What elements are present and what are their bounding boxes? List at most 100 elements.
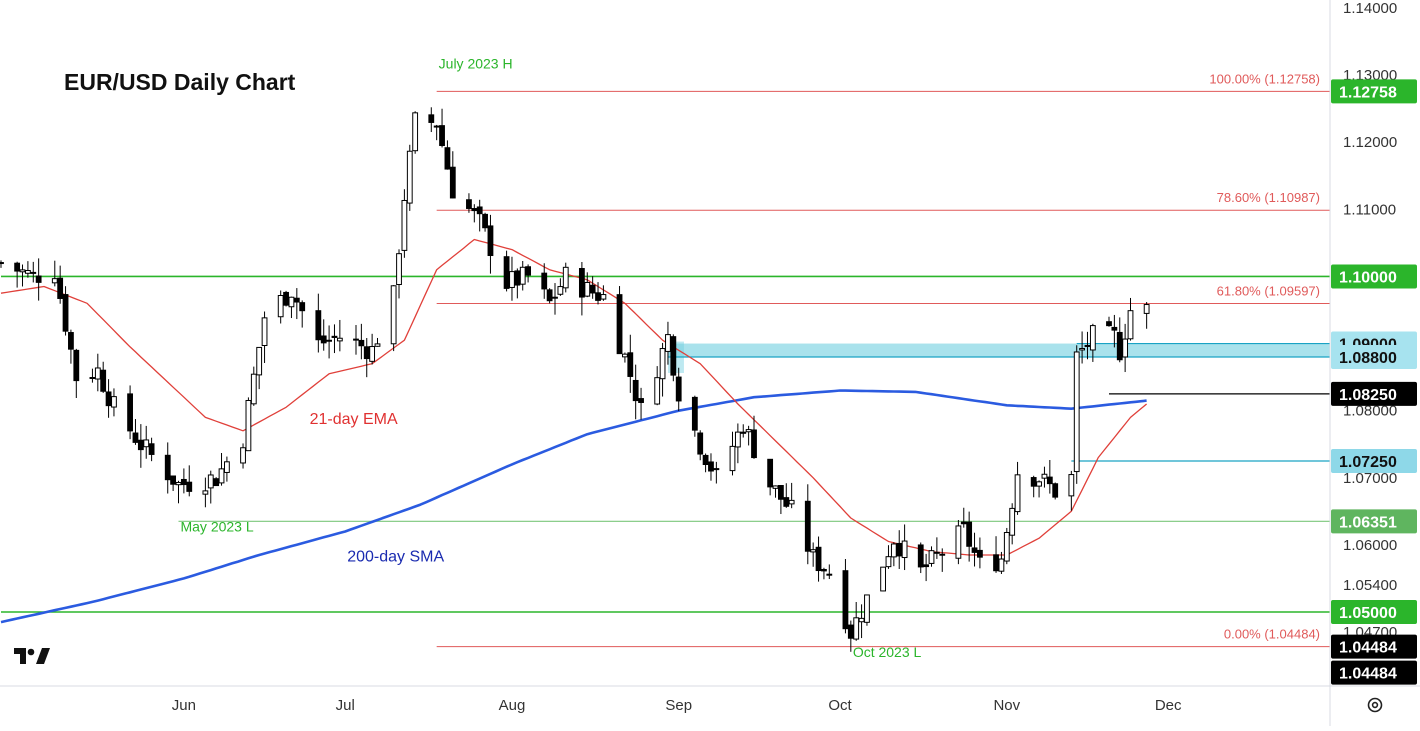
candle-body xyxy=(584,281,591,297)
candle-body xyxy=(213,478,220,487)
candle xyxy=(51,260,58,287)
candle-body xyxy=(675,376,682,402)
candle-body xyxy=(277,295,284,318)
candle xyxy=(326,325,332,359)
price-axis-label[interactable]: 1.08250 xyxy=(1331,381,1417,406)
candle-body xyxy=(745,429,752,433)
candle xyxy=(143,425,150,459)
candle xyxy=(487,214,494,274)
candle xyxy=(971,532,978,567)
time-tick-label: Jun xyxy=(172,697,196,714)
candle-body xyxy=(68,332,74,350)
price-axis-label[interactable]: 1.05000 xyxy=(1331,600,1417,624)
candle xyxy=(1009,503,1016,545)
candle xyxy=(1068,470,1075,511)
price-axis-label[interactable]: 1.12758 xyxy=(1331,79,1417,104)
candle-body xyxy=(390,285,397,345)
candle xyxy=(1084,331,1091,360)
candle xyxy=(186,465,193,497)
candle xyxy=(616,286,623,355)
candle xyxy=(1003,527,1010,565)
candle xyxy=(466,193,472,213)
candle-body xyxy=(326,339,332,342)
candle-body xyxy=(821,568,827,572)
candle xyxy=(670,334,677,382)
candle-body xyxy=(880,566,886,592)
candle xyxy=(740,424,747,438)
candle xyxy=(541,263,548,299)
candle-body xyxy=(772,485,779,489)
settings-gear-icon[interactable] xyxy=(1367,697,1383,713)
price-label-background xyxy=(1331,344,1417,369)
price-axis-label[interactable]: 1.07250 xyxy=(1331,449,1417,473)
candle xyxy=(331,324,338,354)
candle xyxy=(57,265,64,304)
price-axis-label[interactable]: 1.04484 xyxy=(1331,634,1417,659)
candle-body xyxy=(826,573,833,576)
candle-body xyxy=(955,525,962,559)
candle xyxy=(853,602,860,641)
candle xyxy=(1116,317,1123,363)
price-axis-label[interactable]: 1.10000 xyxy=(1331,264,1417,289)
candle xyxy=(509,256,515,301)
candle xyxy=(675,367,682,411)
candle-body xyxy=(691,396,698,431)
candle-body xyxy=(1052,483,1059,498)
candle-body xyxy=(853,617,860,640)
candle-body xyxy=(939,553,946,556)
candle xyxy=(880,566,886,592)
candle xyxy=(444,140,451,170)
candle xyxy=(1073,345,1080,484)
candle xyxy=(783,483,790,508)
candle-body xyxy=(1009,507,1016,536)
candle-body xyxy=(740,431,747,434)
candle-body xyxy=(638,398,644,403)
candle xyxy=(745,425,752,446)
candle xyxy=(1041,466,1048,488)
candle-body xyxy=(105,391,112,407)
tradingview-logo-icon[interactable] xyxy=(14,648,50,664)
candle xyxy=(374,337,381,347)
candle xyxy=(939,548,946,572)
candle xyxy=(245,397,252,452)
price-tick-label: 1.05400 xyxy=(1343,577,1397,594)
candle-body xyxy=(250,373,257,405)
candle xyxy=(901,524,908,571)
time-tick-label: Sep xyxy=(665,697,692,714)
candle-body xyxy=(670,336,677,376)
candle xyxy=(30,261,37,283)
candle-body xyxy=(697,432,704,455)
candle-body xyxy=(180,478,187,486)
candle xyxy=(390,285,397,352)
price-tick-label: 1.12000 xyxy=(1343,134,1397,151)
candle-body xyxy=(288,296,295,308)
candle xyxy=(691,395,698,437)
chart-annotation: 21-day EMA xyxy=(310,411,398,428)
candle-body xyxy=(35,275,42,283)
candle-body xyxy=(525,266,532,276)
candle-body xyxy=(788,499,795,505)
price-axis-label[interactable]: 1.08800 xyxy=(1331,344,1417,369)
candle xyxy=(519,261,526,291)
candle-body xyxy=(428,114,435,123)
candle xyxy=(24,261,31,278)
candle-body xyxy=(57,277,64,299)
support-zone xyxy=(667,343,1330,357)
candle xyxy=(772,485,779,498)
price-tick-label: 1.11000 xyxy=(1343,201,1396,218)
candle-body xyxy=(224,461,230,473)
price-label-background xyxy=(1331,634,1417,659)
candle xyxy=(1122,323,1129,373)
price-axis-label[interactable]: 1.06351 xyxy=(1331,509,1417,534)
candle xyxy=(562,262,569,293)
candle xyxy=(1127,297,1134,341)
chart-annotation: Oct 2023 L xyxy=(853,644,922,660)
candle xyxy=(600,285,607,301)
candle-body xyxy=(240,447,246,464)
candle-body xyxy=(858,617,865,623)
price-axis-label[interactable]: 1.04484 xyxy=(1331,660,1417,685)
candle-body xyxy=(1089,325,1096,351)
candle xyxy=(1143,302,1150,329)
candle-body xyxy=(552,296,558,299)
